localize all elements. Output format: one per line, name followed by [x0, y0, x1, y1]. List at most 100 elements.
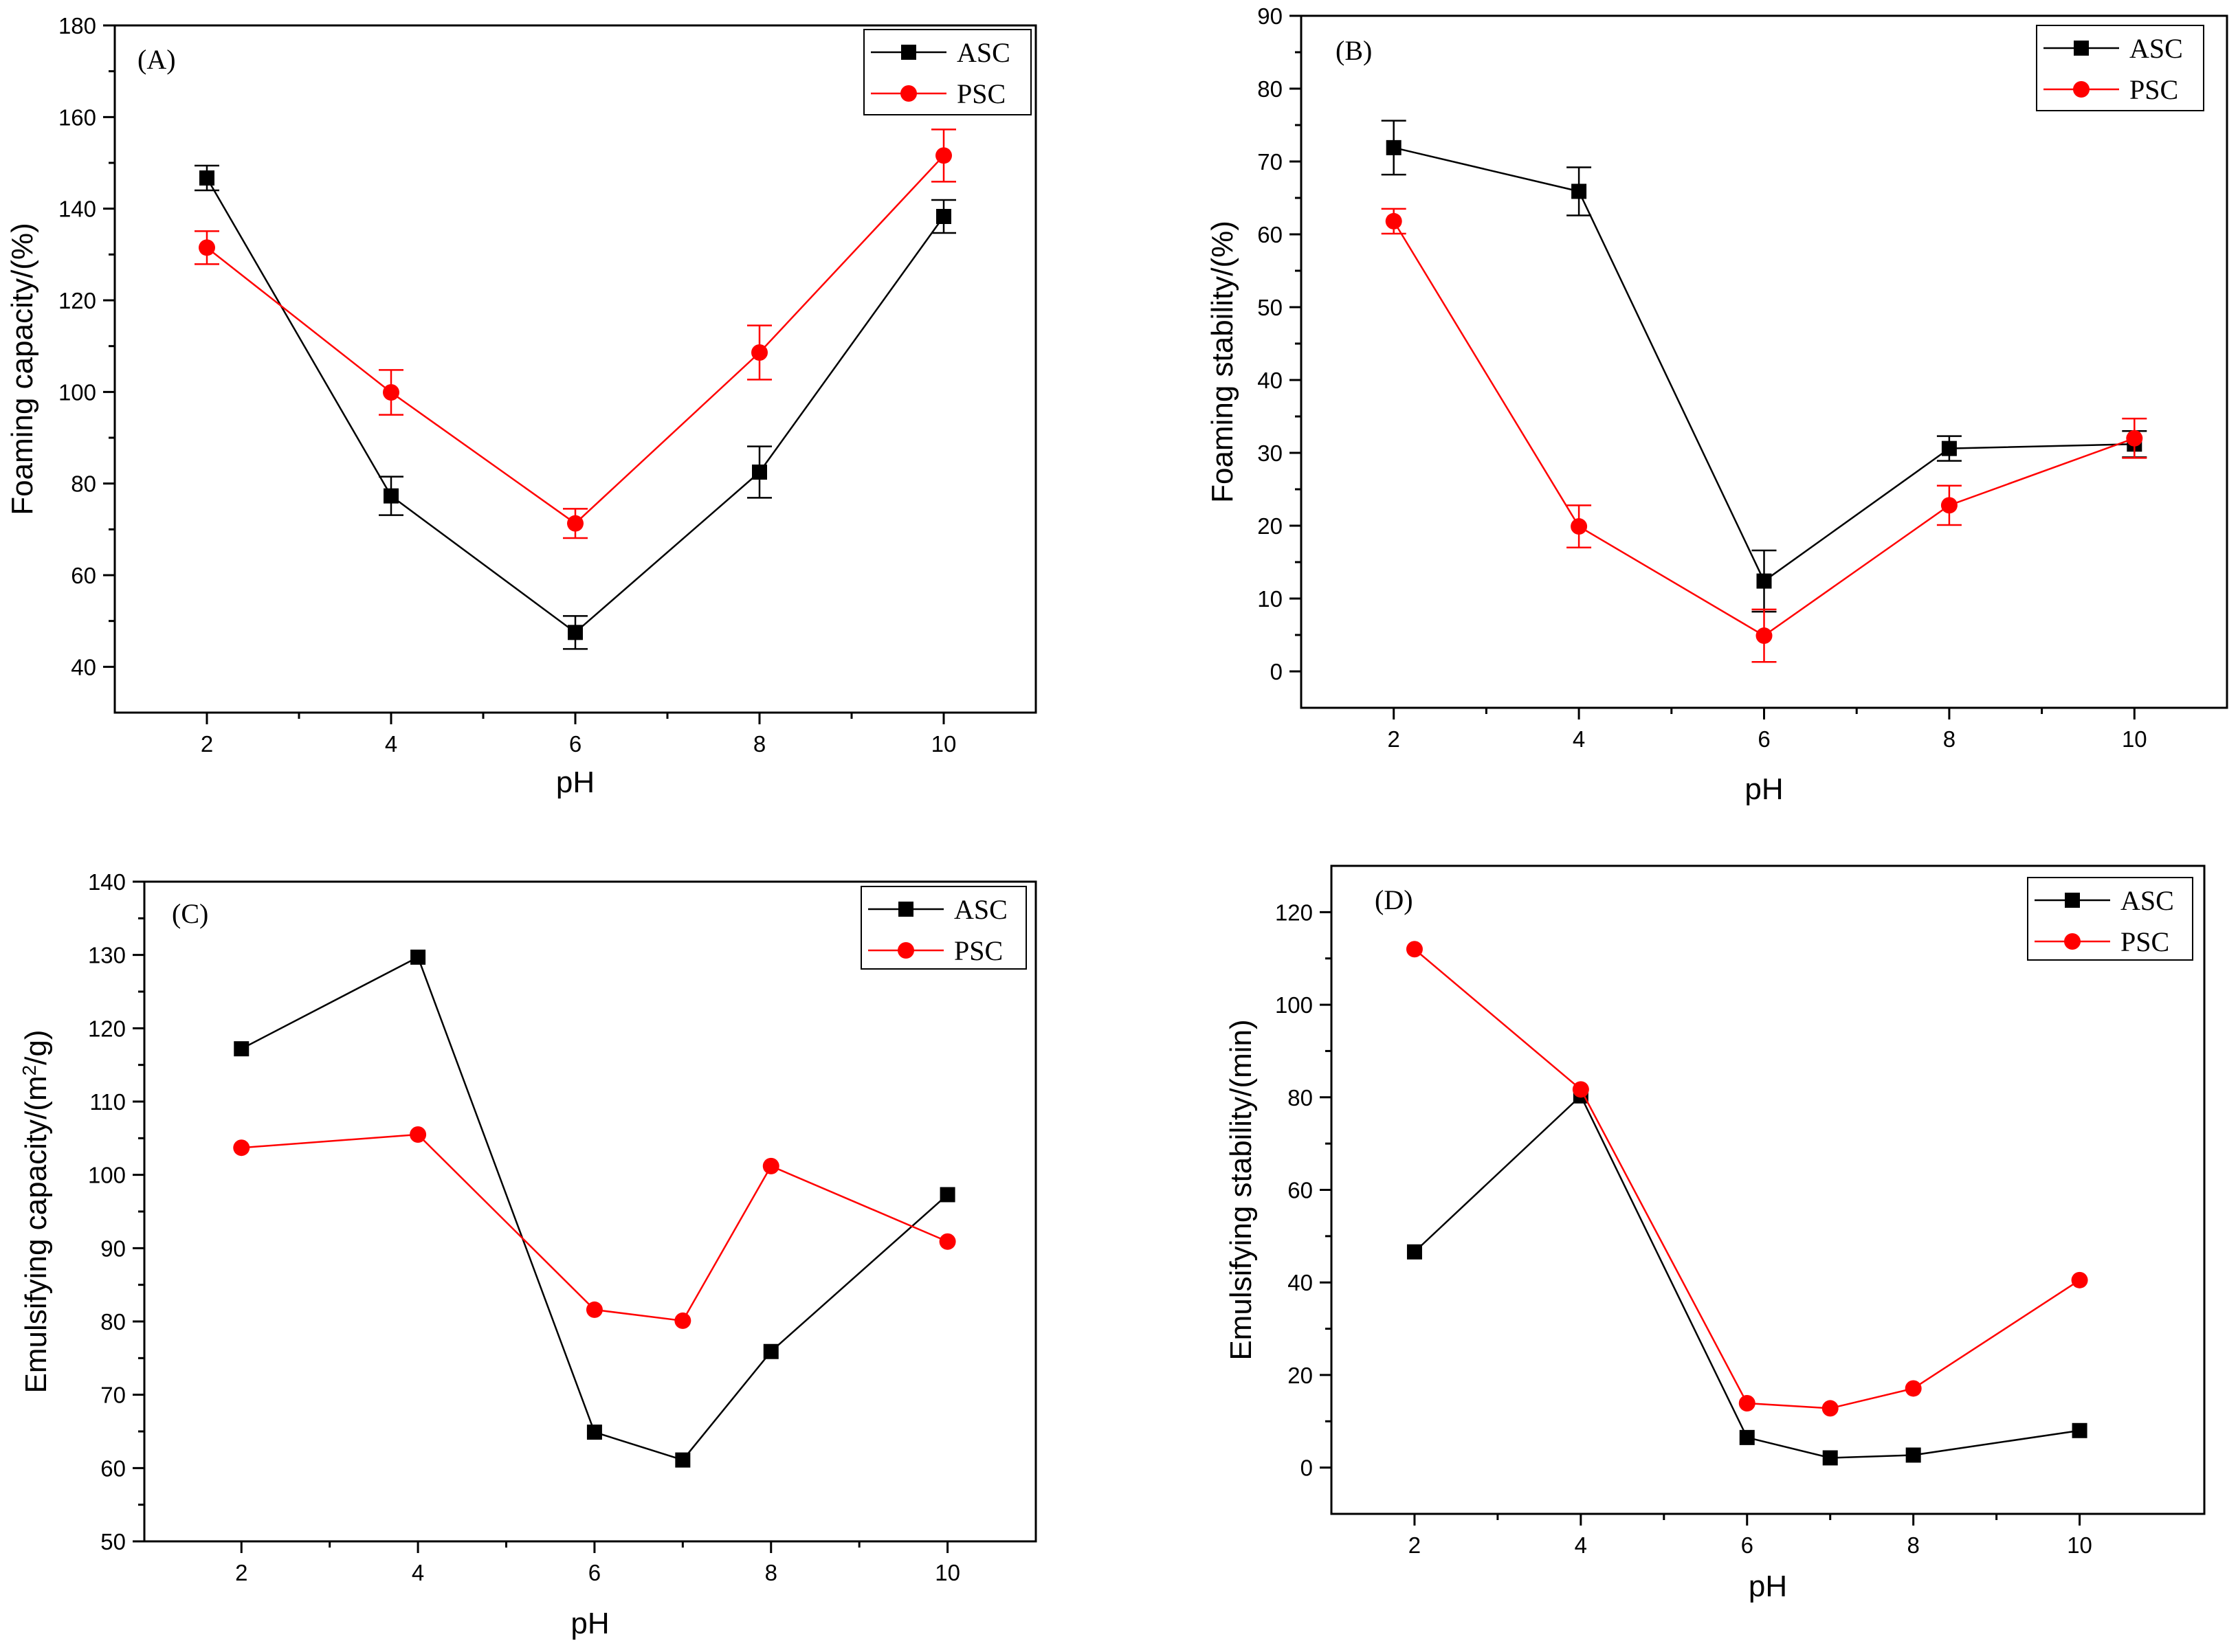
y-tick-label: 140 — [58, 197, 96, 222]
series-asc — [195, 164, 956, 650]
legend-item-psc: PSC — [868, 935, 1003, 966]
data-point-psc — [2126, 429, 2143, 447]
x-tick-label: 8 — [1907, 1532, 1919, 1558]
series-line-psc — [1414, 948, 2081, 1409]
legend-item-asc: ASC — [2043, 33, 2183, 64]
y-tick-label: 20 — [1257, 513, 1283, 539]
y-tick-label: 0 — [1300, 1455, 1313, 1481]
data-point-asc — [1386, 139, 1401, 155]
y-axis-title: Foaming stability/(%) — [1206, 221, 1239, 503]
x-tick-label: 2 — [1408, 1532, 1421, 1558]
y-tick-label: 60 — [1287, 1178, 1313, 1203]
data-point-psc — [1738, 1395, 1755, 1412]
data-point-asc — [1941, 440, 1957, 456]
series-line-psc — [206, 155, 944, 525]
data-point-asc — [1571, 183, 1587, 199]
data-point-asc — [763, 1343, 779, 1359]
x-tick-label: 6 — [588, 1560, 601, 1585]
x-tick-label: 2 — [201, 731, 213, 757]
legend: ASC PSC — [2036, 25, 2204, 111]
legend-marker — [2074, 41, 2089, 56]
data-point-asc — [752, 465, 767, 480]
x-tick-label: 4 — [385, 731, 397, 757]
legend-label: ASC — [957, 37, 1010, 68]
series-asc — [1381, 120, 2147, 613]
data-point-asc — [1905, 1447, 1921, 1463]
data-point-psc — [199, 239, 215, 256]
legend-label: PSC — [954, 935, 1003, 966]
legend-marker — [900, 85, 917, 102]
x-tick-label: 4 — [412, 1560, 424, 1585]
legend-marker — [2064, 933, 2081, 950]
legend-item-asc: ASC — [868, 894, 1008, 925]
series-psc — [1406, 941, 2088, 1417]
y-tick-label: 130 — [88, 943, 126, 968]
y-tick-label: 80 — [1257, 76, 1283, 102]
y-tick-label: 90 — [100, 1236, 126, 1261]
data-point-psc — [1385, 212, 1402, 230]
data-point-asc — [1406, 1244, 1422, 1260]
legend: ASC PSC — [863, 29, 1032, 115]
legend: ASC PSC — [2027, 877, 2193, 961]
y-tick-label: 50 — [100, 1529, 126, 1554]
plot-frame — [143, 880, 1037, 1543]
data-point-psc — [383, 384, 399, 401]
legend-box — [2027, 877, 2193, 961]
legend-box — [863, 29, 1032, 115]
x-axis-title: pH — [556, 766, 595, 799]
data-point-asc — [1756, 573, 1772, 589]
legend-box — [861, 886, 1027, 970]
series-psc — [1381, 208, 2147, 663]
y-tick-label: 110 — [89, 1089, 126, 1115]
y-tick-label: 120 — [58, 288, 96, 313]
legend-label: PSC — [2120, 926, 2169, 957]
legend-item-asc: ASC — [871, 37, 1010, 68]
data-point-psc — [586, 1301, 603, 1318]
y-tick-label: 180 — [58, 13, 96, 38]
legend-label: ASC — [954, 894, 1008, 925]
y-tick-label: 100 — [88, 1163, 126, 1188]
y-axis-title-main: Emulsifying capacity/(m — [19, 1075, 53, 1393]
legend-item-psc: PSC — [871, 78, 1006, 109]
y-tick-label: 90 — [1257, 3, 1283, 29]
series-asc — [234, 949, 955, 1468]
series-line-asc — [206, 177, 945, 634]
panel-a: 2 4 6 8 10 40 60 80 100 120 140 160 180 pH Foaming cap… — [5, 13, 1037, 799]
x-tick-label: 10 — [935, 1560, 960, 1585]
data-point-psc — [674, 1312, 691, 1329]
x-tick-label: 10 — [2067, 1532, 2092, 1558]
legend-marker — [2065, 893, 2080, 908]
series-line-psc — [241, 1133, 949, 1322]
plot-frame — [1330, 864, 2206, 1515]
x-tick-label: 8 — [753, 731, 766, 757]
series-psc — [233, 1126, 956, 1329]
y-tick-label: 40 — [1287, 1270, 1313, 1295]
legend-label: ASC — [2120, 885, 2174, 916]
panel-b: 2 4 6 8 10 0 10 20 30 40 50 60 70 80 90 pH Foaming stabi… — [1206, 3, 2228, 806]
data-point-psc — [233, 1139, 250, 1157]
series-line-asc — [241, 956, 949, 1462]
x-tick-label: 10 — [931, 731, 957, 757]
data-point-psc — [935, 147, 952, 164]
data-point-psc — [410, 1126, 427, 1143]
panel-label: (A) — [137, 44, 176, 75]
panel-label: (B) — [1336, 35, 1372, 66]
legend-label: PSC — [957, 78, 1006, 109]
y-tick-label: 100 — [58, 379, 96, 405]
data-point-psc — [939, 1233, 956, 1250]
x-axis-title: pH — [570, 1607, 609, 1640]
y-tick-label: 60 — [100, 1455, 126, 1481]
y-tick-label: 50 — [1257, 295, 1283, 320]
data-point-asc — [936, 209, 951, 224]
x-tick-label: 2 — [235, 1560, 247, 1585]
x-tick-label: 8 — [1943, 726, 1956, 752]
y-tick-label: 60 — [1257, 222, 1283, 247]
y-tick-label: 60 — [71, 563, 96, 588]
data-point-asc — [940, 1187, 955, 1203]
legend-marker — [898, 902, 913, 917]
y-tick-label: 0 — [1270, 659, 1283, 684]
data-point-asc — [2072, 1422, 2087, 1438]
data-point-asc — [675, 1452, 691, 1468]
data-point-psc — [1940, 497, 1958, 514]
